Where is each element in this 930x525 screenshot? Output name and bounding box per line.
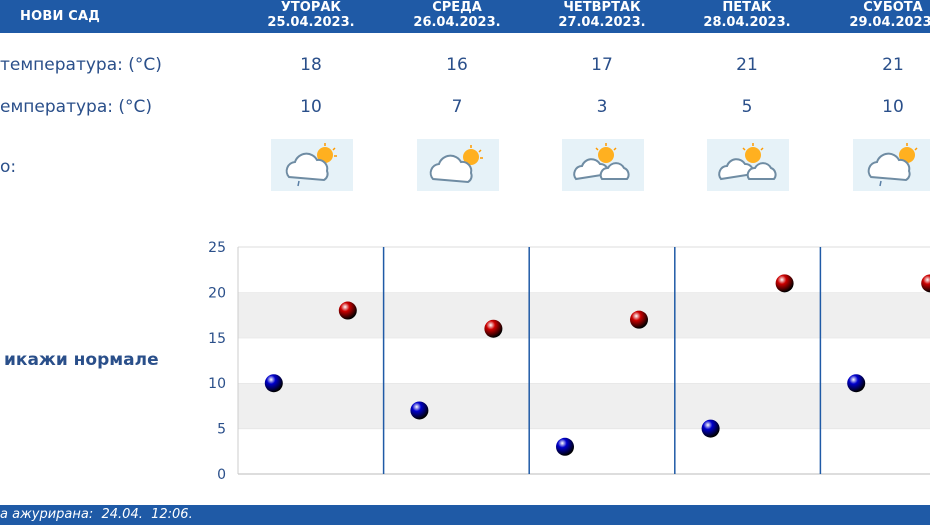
min-temp-value: 3 [596, 97, 608, 117]
day-date: 29.04.2023. [849, 15, 930, 30]
grid-band [238, 428, 930, 474]
data-point [484, 319, 503, 338]
day-name: ЧЕТВРТАК [563, 0, 641, 15]
temperature-chart: 0 5 10 15 20 25 [208, 240, 930, 483]
day-header-2: СРЕДА 26.04.2023. [384, 0, 530, 30]
max-temp-value: 18 [300, 55, 322, 75]
day-date: 28.04.2023. [703, 15, 791, 30]
cloud-sun-rain-icon [271, 139, 353, 191]
data-point [921, 274, 930, 293]
max-temp-value: 17 [591, 55, 613, 75]
updated-text: а ажурирана: 24.04. 12:06. [0, 507, 193, 522]
data-point [630, 310, 648, 329]
update-footer: а ажурирана: 24.04. 12:06. [0, 505, 930, 525]
day-name: УТОРАК [280, 0, 342, 15]
day-header-5: СУБОТА 29.04.2023. [820, 0, 930, 30]
grid-band [238, 337, 930, 384]
day-name: СУБОТА [863, 0, 923, 15]
y-tick-label: 25 [208, 240, 226, 256]
forecast-header: НОВИ САД УТОРАК 25.04.2023. СРЕДА 26.04.… [0, 0, 930, 33]
max-temp-value: 16 [446, 55, 468, 75]
max-temp-value: 21 [882, 55, 904, 75]
min-temp-value: 5 [741, 97, 753, 117]
grid-band [238, 383, 930, 429]
data-point [338, 301, 357, 320]
data-point [264, 374, 283, 393]
show-normals-link[interactable]: икажи нормале [4, 350, 159, 370]
data-point [410, 401, 429, 420]
day-date: 27.04.2023. [558, 15, 646, 30]
day-header-1: УТОРАК 25.04.2023. [238, 0, 384, 30]
min-temp-value: 7 [451, 97, 463, 117]
sun-cloud-icon [707, 139, 789, 191]
data-point [847, 374, 866, 393]
data-point [775, 274, 794, 293]
y-tick-label: 10 [208, 376, 226, 392]
cloud-sun-rain-icon [853, 139, 930, 191]
day-date: 26.04.2023. [413, 15, 501, 30]
weather-icon-label: o: [0, 157, 17, 177]
sun-cloud-icon [562, 139, 644, 191]
city-name: НОВИ САД [20, 9, 101, 24]
min-temp-value: 10 [882, 97, 904, 117]
cloud-sun-icon [417, 139, 499, 191]
y-tick-label: 5 [217, 422, 226, 438]
max-temp-label: температура: (°C) [0, 55, 162, 75]
day-date: 25.04.2023. [267, 15, 355, 30]
grid-band [238, 247, 930, 293]
y-tick-label: 20 [208, 285, 226, 301]
day-header-3: ЧЕТВРТАК 27.04.2023. [529, 0, 675, 30]
day-header-4: ПЕТАК 28.04.2023. [674, 0, 820, 30]
y-tick-label: 0 [217, 467, 226, 483]
data-point [701, 419, 720, 438]
max-temp-value: 21 [736, 55, 758, 75]
min-temp-label: емпература: (°C) [0, 97, 153, 117]
y-tick-label: 15 [208, 331, 226, 347]
data-point [556, 437, 574, 456]
min-temp-value: 10 [300, 97, 322, 117]
day-name: ПЕТАК [722, 0, 772, 15]
day-name: СРЕДА [432, 0, 482, 15]
